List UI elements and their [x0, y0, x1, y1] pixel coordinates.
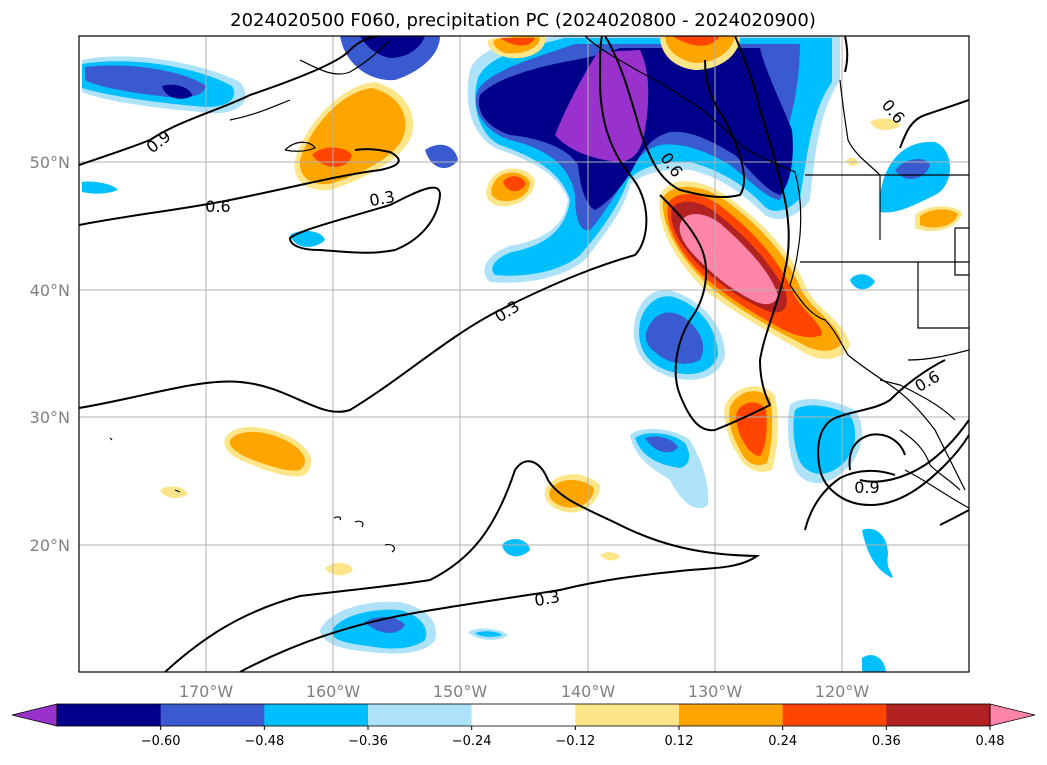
longitude-label: 170°W — [179, 682, 234, 701]
contour-line — [844, 36, 969, 149]
positive-anomaly-region — [503, 176, 526, 192]
longitude-label: 160°W — [306, 682, 361, 701]
colorbar-tick-label: 0.36 — [872, 734, 901, 749]
negative-anomaly-region — [162, 84, 192, 99]
longitude-label: 120°W — [815, 682, 870, 701]
precipitation-field — [82, 36, 962, 672]
latitude-labels: 50°N 40°N 30°N 20°N — [30, 153, 70, 555]
colorbar-swatch — [886, 704, 991, 726]
colorbar-extend-min — [11, 703, 58, 727]
positive-anomaly-region — [665, 36, 735, 63]
negative-anomaly-region — [793, 405, 856, 474]
contour-label: 0.3 — [533, 587, 561, 610]
positive-anomaly-region — [500, 38, 535, 46]
negative-anomaly-region — [502, 538, 530, 557]
contour-label: 0.6 — [205, 197, 230, 216]
colorbar-swatch — [575, 704, 680, 726]
contour-label: 0.9 — [854, 478, 879, 497]
negative-anomaly-region — [850, 274, 875, 290]
contour-line — [604, 36, 790, 432]
graticule — [79, 36, 969, 672]
colorbar-frame — [56, 703, 991, 727]
contour-label: 0.3 — [368, 187, 396, 210]
positive-anomaly-region — [160, 486, 188, 499]
colorbar-tick-label: 0.24 — [768, 734, 797, 749]
colorbar-tick-label: −0.36 — [348, 734, 388, 749]
longitude-label: 150°W — [433, 682, 488, 701]
latitude-label: 50°N — [30, 153, 70, 172]
longitude-label: 140°W — [561, 682, 616, 701]
colorbar-tick-label: −0.48 — [244, 734, 284, 749]
negative-anomaly-region — [645, 436, 678, 453]
colorbar-swatch — [679, 704, 784, 726]
longitude-label: 130°W — [688, 682, 743, 701]
contour-line — [848, 419, 969, 483]
colorbar-swatch — [782, 704, 887, 726]
positive-anomaly-region — [549, 479, 594, 508]
positive-anomaly-region — [325, 562, 353, 576]
negative-anomaly-region — [895, 158, 930, 180]
colorbar-tick-label: −0.24 — [452, 734, 492, 749]
positive-anomaly-region — [736, 402, 767, 456]
colorbar-tick-label: 0.48 — [976, 734, 1005, 749]
positive-anomaly-region — [679, 213, 778, 305]
colorbar: −0.60 −0.48 −0.36 −0.24 −0.12 0.12 0.24 0.36 0.4… — [11, 703, 1036, 749]
colorbar-tick-label: −0.12 — [555, 734, 595, 749]
negative-anomaly-region — [82, 181, 118, 194]
contour-line — [79, 36, 400, 226]
contour-line — [288, 186, 442, 254]
colorbar-tick-label: −0.60 — [141, 734, 181, 749]
longitude-labels: 170°W 160°W 150°W 140°W 130°W 120°W — [179, 682, 870, 701]
positive-anomaly-region — [229, 431, 305, 471]
colorbar-swatch — [368, 704, 473, 726]
negative-anomaly-region — [862, 528, 893, 578]
negative-anomaly-region — [645, 312, 704, 364]
positive-anomaly-region — [600, 552, 620, 561]
negative-anomaly-region — [475, 631, 502, 638]
positive-anomaly-region — [870, 118, 900, 131]
latitude-label: 30°N — [30, 408, 70, 427]
negative-anomaly-region — [862, 655, 886, 672]
contour-line — [817, 359, 969, 507]
colorbar-tick-label: 0.12 — [665, 734, 694, 749]
positive-anomaly-region — [672, 36, 720, 46]
contour-line — [164, 460, 761, 672]
negative-anomaly-region — [290, 230, 325, 247]
map-panel: 0.9 0.6 0.3 0.3 0.3 0.6 0.6 0.6 0.9 — [78, 35, 970, 673]
latitude-label: 40°N — [30, 281, 70, 300]
colorbar-swatch — [471, 704, 576, 726]
contour-line — [804, 469, 969, 531]
latitude-label: 20°N — [30, 536, 70, 555]
contour-line — [79, 36, 648, 413]
figure-title: 2024020500 F060, precipitation PC (20240… — [230, 10, 816, 31]
positive-anomaly-region — [920, 209, 958, 228]
colorbar-swatch — [264, 704, 369, 726]
colorbar-swatch — [57, 704, 162, 726]
contour-lines — [79, 36, 969, 672]
colorbar-swatch — [160, 704, 265, 726]
map-frame — [78, 35, 970, 673]
colorbar-extend-max — [989, 703, 1036, 727]
